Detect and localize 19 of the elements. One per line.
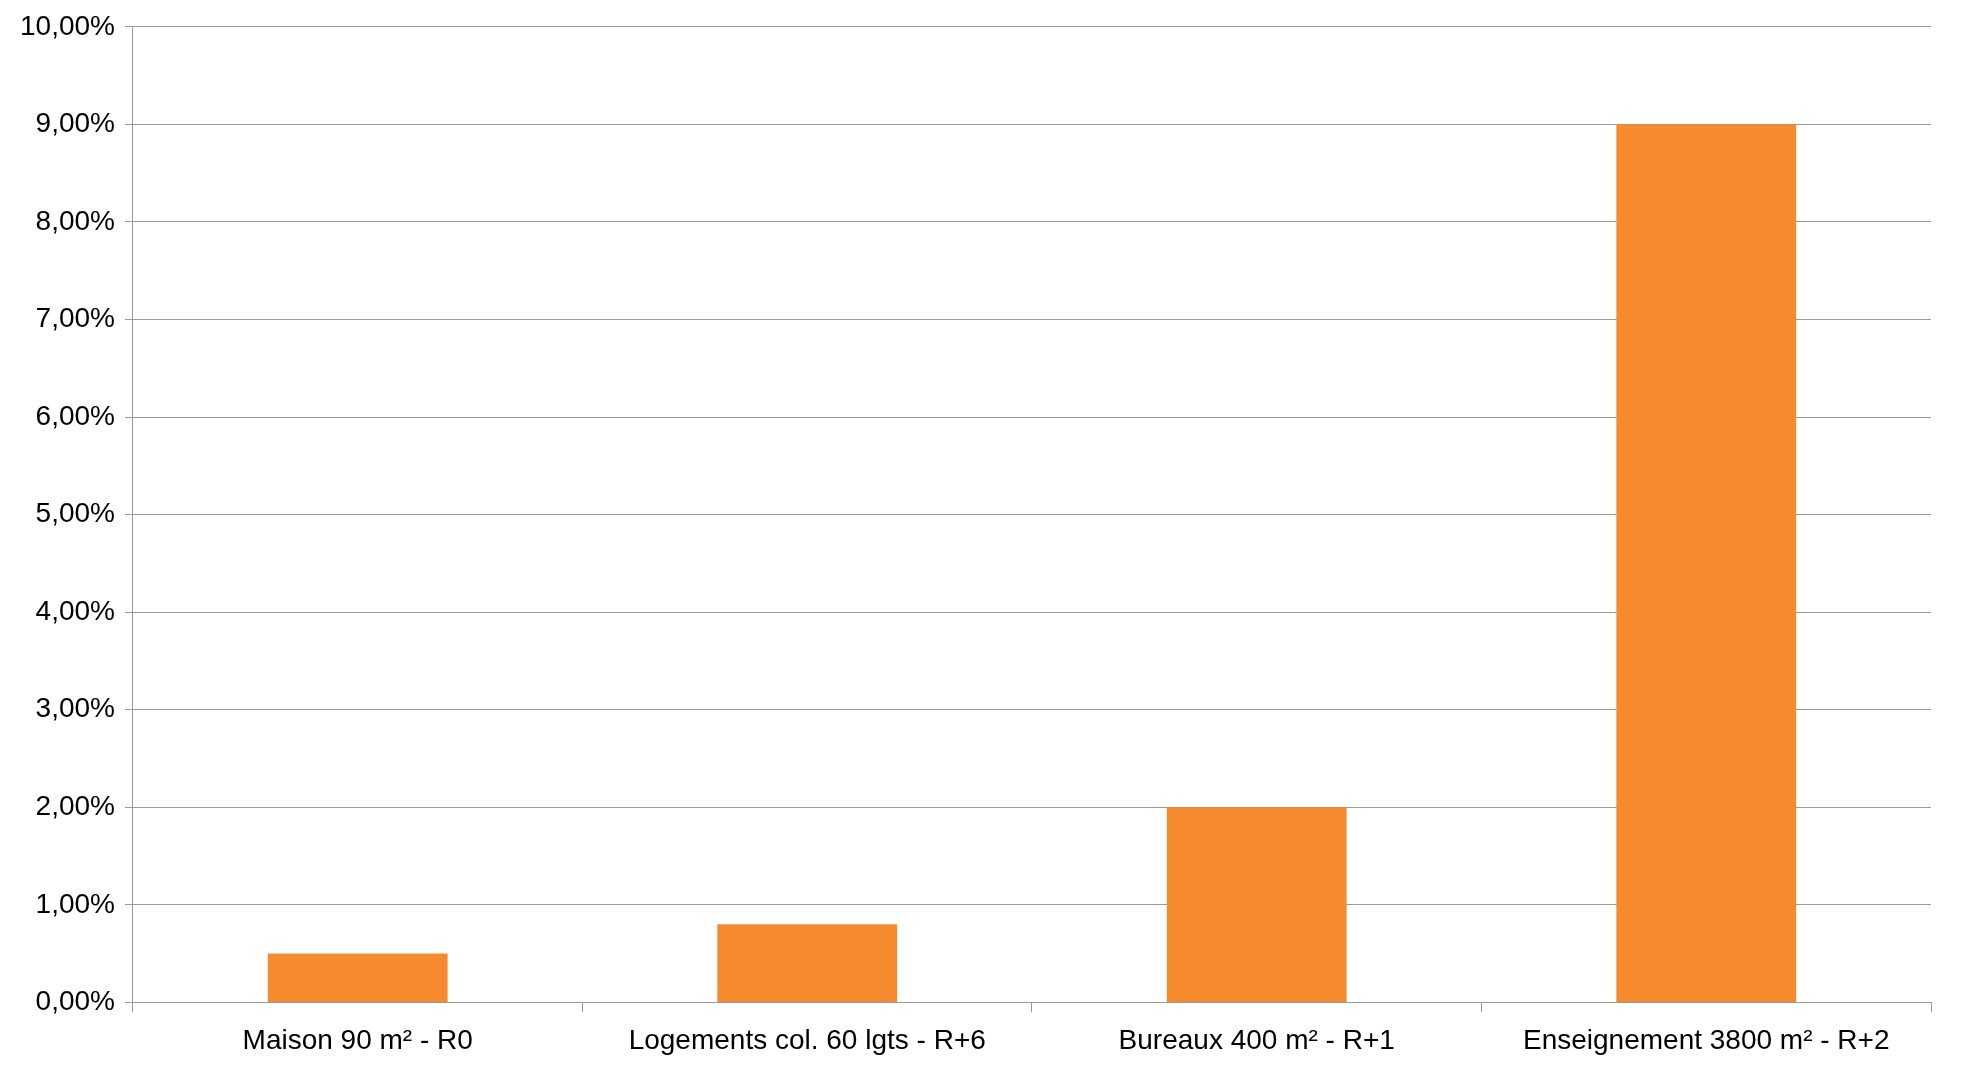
x-tick-label: Enseignement 3800 m² - R+2: [1522, 1023, 1890, 1055]
x-tick-label: Bureaux 400 m² - R+1: [1118, 1023, 1395, 1055]
y-tick-label: 7,00%: [35, 302, 115, 334]
x-tick-label: Logements col. 60 lgts - R+6: [628, 1023, 986, 1055]
y-tick-label: 4,00%: [35, 594, 115, 626]
y-tick-label: 1,00%: [35, 887, 115, 919]
bar: [1616, 124, 1797, 1002]
bar: [717, 924, 898, 1002]
y-tick-label: 0,00%: [35, 985, 115, 1017]
bar: [1166, 807, 1347, 1002]
y-tick-label: 3,00%: [35, 692, 115, 724]
y-tick-label: 9,00%: [35, 107, 115, 139]
y-tick-label: 8,00%: [35, 204, 115, 236]
y-tick-label: 6,00%: [35, 399, 115, 431]
x-tick-label: Maison 90 m² - R0: [242, 1023, 473, 1055]
y-tick-label: 2,00%: [35, 790, 115, 821]
y-tick-label: 5,00%: [35, 497, 115, 529]
y-tick-label: 10,00%: [20, 9, 115, 41]
bar: [267, 953, 448, 1002]
